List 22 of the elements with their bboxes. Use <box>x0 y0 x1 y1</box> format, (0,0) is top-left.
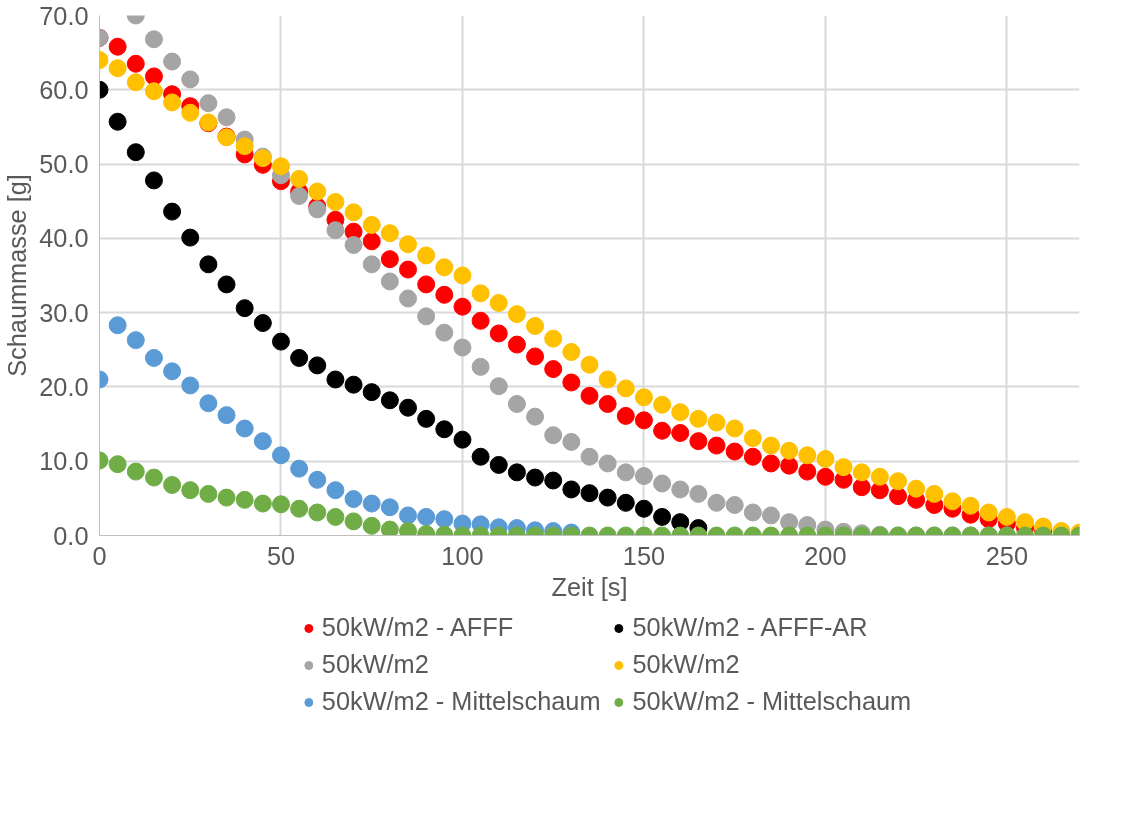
x-tick-label: 50 <box>266 541 296 570</box>
legend-label: 50kW/m2 - Mittelschaum <box>632 687 912 716</box>
y-tick-label: 70.0 <box>39 1 89 30</box>
legend-label: 50kW/m2 - Mittelschaum <box>321 687 601 716</box>
y-tick-label: 50.0 <box>39 150 89 179</box>
x-tick-label: 0 <box>92 541 107 570</box>
x-axis-title: Zeit [s] <box>551 572 628 601</box>
y-tick-label: 40.0 <box>39 224 89 253</box>
x-tick-label: 150 <box>622 541 666 570</box>
legend-label: 50kW/m2 <box>321 650 429 679</box>
legend-label: 50kW/m2 - AFFF <box>321 613 514 642</box>
y-tick-label: 30.0 <box>39 298 89 327</box>
legend-label: 50kW/m2 <box>632 650 740 679</box>
y-tick-label: 20.0 <box>39 372 89 401</box>
y-axis-title: Schaummasse [g] <box>3 174 32 377</box>
y-tick-label: 60.0 <box>39 75 89 104</box>
x-tick-label: 200 <box>804 541 847 570</box>
y-tick-label: 0.0 <box>53 521 89 550</box>
legend-label: 50kW/m2 - AFFF-AR <box>632 613 868 642</box>
y-tick-label: 10.0 <box>39 447 89 476</box>
x-tick-label: 100 <box>441 541 484 570</box>
x-tick-label: 250 <box>985 541 1029 570</box>
